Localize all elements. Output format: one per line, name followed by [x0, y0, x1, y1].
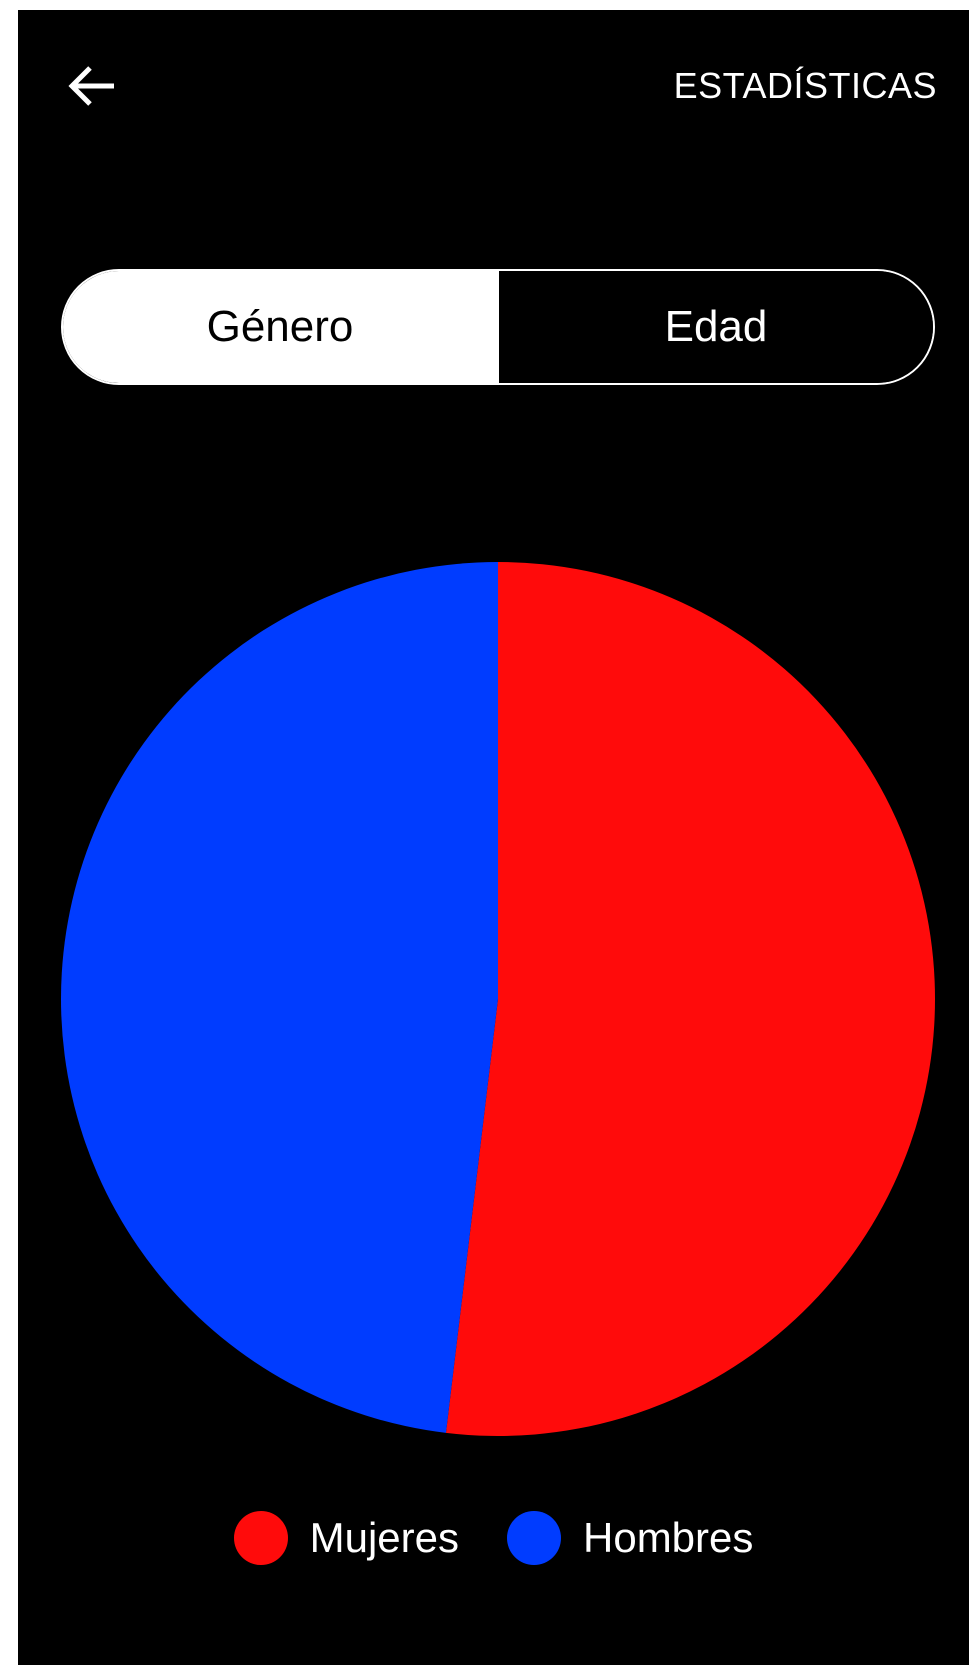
tab-edad[interactable]: Edad	[497, 271, 933, 383]
legend-swatch-mujeres	[233, 1511, 288, 1565]
tab-genero[interactable]: Género	[63, 271, 497, 383]
legend-item-hombres: Hombres	[507, 1511, 753, 1565]
statistics-screen: ESTADÍSTICAS Género Edad Mujeres Hombres	[18, 10, 969, 1665]
segmented-control: Género Edad	[61, 269, 935, 385]
pie-slice-hombres	[61, 562, 499, 1433]
legend-label-mujeres: Mujeres	[309, 1514, 459, 1561]
pie-slice-mujeres	[445, 562, 935, 1436]
chart-legend: Mujeres Hombres	[18, 1510, 969, 1566]
arrow-left-icon	[68, 66, 114, 106]
legend-swatch-hombres	[507, 1511, 561, 1565]
page-title: ESTADÍSTICAS	[673, 65, 937, 106]
back-button[interactable]	[66, 62, 118, 110]
gender-pie-chart	[61, 562, 935, 1436]
legend-item-mujeres: Mujeres	[233, 1511, 459, 1565]
legend-label-hombres: Hombres	[583, 1514, 754, 1561]
